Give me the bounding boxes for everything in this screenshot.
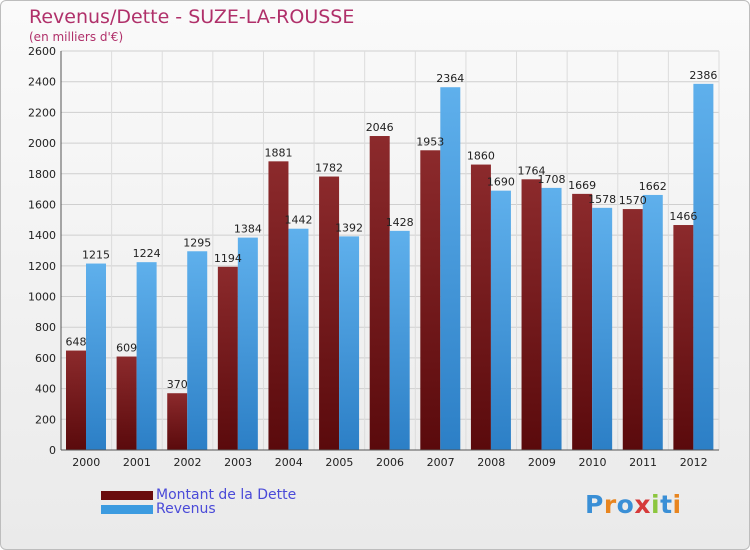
x-tick-label-2010: 2010 (578, 456, 606, 469)
y-tick-label: 200 (35, 413, 56, 426)
bar-dette-2007 (420, 150, 441, 450)
legend-label-dette: Montant de la Dette (156, 487, 297, 503)
data-label-revenus-2010: 1578 (588, 193, 616, 206)
bar-dette-2010 (572, 193, 593, 451)
legend-item-dette: Montant de la Dette (101, 487, 296, 503)
legend-swatch-dette (101, 490, 153, 500)
data-label-dette-2000: 648 (66, 336, 87, 349)
y-tick-label: 600 (35, 352, 56, 365)
chart-title: Revenus/Dette - SUZE-LA-ROUSSE (29, 6, 355, 28)
x-tick-label-2001: 2001 (123, 456, 151, 469)
data-label-revenus-2006: 1428 (386, 216, 414, 229)
x-tick-label-2008: 2008 (477, 456, 505, 469)
y-tick-label: 1800 (28, 168, 56, 181)
bar-revenus-2002 (187, 251, 208, 450)
y-tick-label: 400 (35, 383, 56, 396)
bar-revenus-2006 (389, 230, 410, 450)
x-tick-label-2011: 2011 (629, 456, 657, 469)
data-label-dette-2008: 1860 (467, 150, 495, 163)
y-tick-label: 2600 (28, 45, 56, 58)
y-tick-label: 800 (35, 321, 56, 334)
x-tick-label-2003: 2003 (224, 456, 252, 469)
data-label-dette-2001: 609 (116, 342, 137, 355)
data-label-dette-2009: 1764 (518, 164, 546, 177)
bar-dette-2003 (217, 266, 238, 450)
y-tick-label: 2000 (28, 137, 56, 150)
proxiti-logo: Proxiti (585, 490, 682, 519)
bar-dette-2001 (116, 356, 137, 450)
bar-revenus-2010 (592, 207, 613, 450)
x-tick-label-2005: 2005 (325, 456, 353, 469)
bar-dette-2011 (622, 209, 643, 450)
data-label-dette-2012: 1466 (669, 210, 697, 223)
data-label-dette-2004: 1881 (264, 146, 292, 159)
chart-subtitle: (en milliers d'€) (29, 30, 124, 44)
x-tick-label-2006: 2006 (376, 456, 404, 469)
bar-dette-2009 (521, 179, 542, 451)
x-tick-label-2012: 2012 (680, 456, 708, 469)
y-tick-label: 2400 (28, 76, 56, 89)
x-tick-label-2007: 2007 (427, 456, 455, 469)
bar-revenus-2000 (86, 263, 106, 450)
bar-revenus-2009 (541, 187, 562, 450)
bars (66, 83, 714, 451)
data-label-revenus-2004: 1442 (284, 214, 312, 227)
bar-dette-2012 (673, 225, 694, 450)
bar-revenus-2008 (490, 190, 511, 450)
data-label-revenus-2003: 1384 (234, 223, 262, 236)
legend-item-revenus: Revenus (101, 501, 216, 517)
bar-revenus-2003 (237, 237, 258, 450)
data-label-dette-2002: 370 (167, 378, 188, 391)
y-tick-label: 2200 (28, 106, 56, 119)
data-label-revenus-2001: 1224 (133, 247, 161, 260)
data-label-dette-2011: 1570 (619, 194, 647, 207)
x-tick-label-2009: 2009 (528, 456, 556, 469)
bar-dette-2000 (66, 350, 86, 450)
bar-dette-2005 (319, 176, 340, 450)
bar-revenus-2011 (642, 194, 663, 450)
y-tick-label: 1400 (28, 229, 56, 242)
bar-revenus-2012 (693, 83, 714, 451)
y-tick-label: 1000 (28, 291, 56, 304)
data-label-revenus-2002: 1295 (183, 236, 211, 249)
data-label-dette-2006: 2046 (366, 121, 394, 134)
bar-dette-2006 (369, 136, 390, 450)
legend-swatch-revenus (101, 504, 153, 514)
bar-dette-2008 (470, 164, 491, 451)
y-tick-label: 0 (49, 444, 56, 457)
bar-dette-2002 (167, 393, 188, 450)
legend-label-revenus: Revenus (156, 501, 216, 517)
bar-revenus-2005 (339, 236, 360, 450)
data-label-revenus-2009: 1708 (538, 173, 566, 186)
x-tick-label-2004: 2004 (275, 456, 303, 469)
data-label-revenus-2008: 1690 (487, 176, 515, 189)
data-label-dette-2005: 1782 (315, 162, 343, 175)
y-tick-label: 1600 (28, 198, 56, 211)
data-label-revenus-2012: 2386 (689, 69, 717, 82)
bar-dette-2004 (268, 161, 289, 450)
data-label-revenus-2011: 1662 (639, 180, 667, 193)
x-tick-label-2000: 2000 (72, 456, 100, 469)
y-tick-label: 1200 (28, 260, 56, 273)
x-tick-label-2002: 2002 (174, 456, 202, 469)
data-label-revenus-2007: 2364 (436, 72, 464, 85)
data-label-dette-2007: 1953 (416, 135, 444, 148)
axes: 0 200 400 600 800 1000 1200 1400 1600 1800 2000 220… (28, 45, 719, 469)
bar-revenus-2001 (136, 262, 157, 450)
data-label-revenus-2005: 1392 (335, 221, 363, 234)
bar-revenus-2007 (440, 87, 461, 451)
data-label-dette-2003: 1194 (214, 252, 242, 265)
data-label-revenus-2000: 1215 (82, 249, 110, 262)
data-label-dette-2010: 1669 (568, 179, 596, 192)
bar-revenus-2004 (288, 228, 309, 450)
